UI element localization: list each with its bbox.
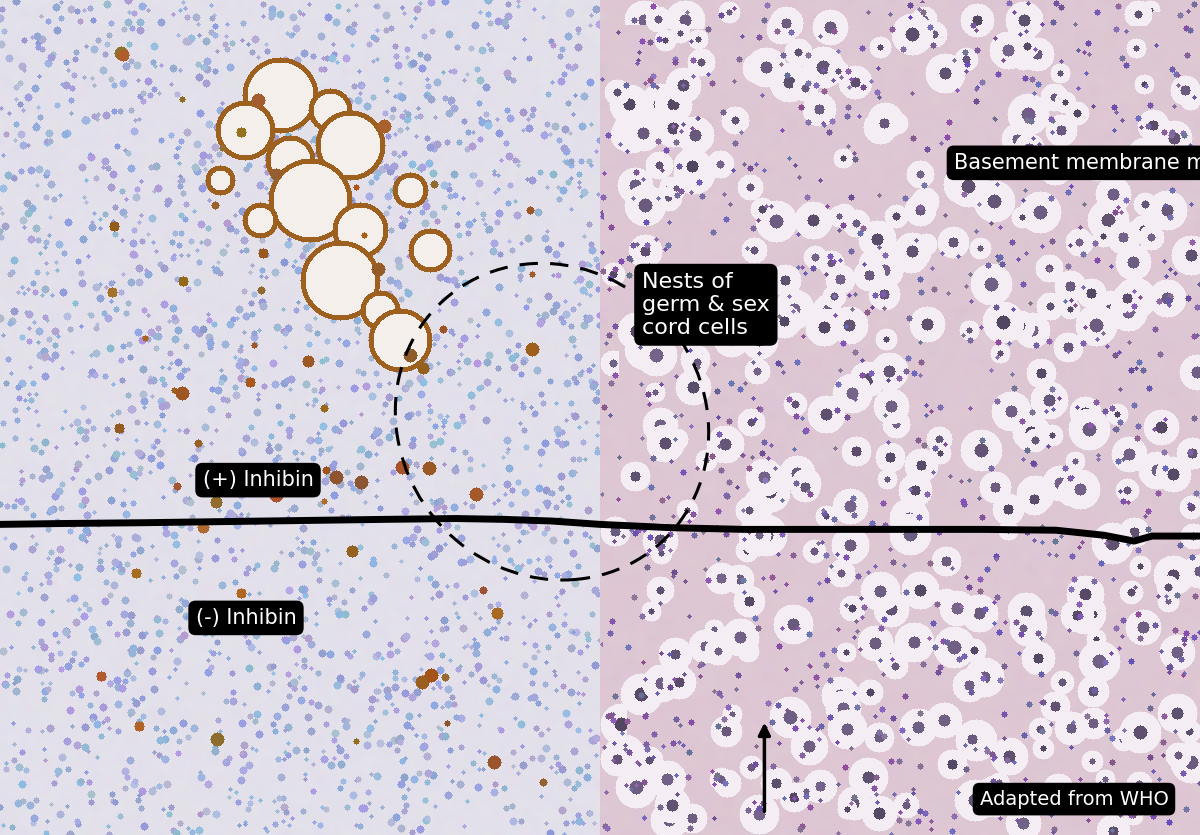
- Text: Nests of
germ & sex
cord cells: Nests of germ & sex cord cells: [642, 271, 769, 338]
- Bar: [600, 0, 1200, 835]
- Text: (+) Inhibin: (+) Inhibin: [203, 470, 313, 490]
- Text: Basement membrane material: Basement membrane material: [954, 153, 1200, 173]
- Bar: [0, 0, 600, 835]
- Text: Adapted from WHO: Adapted from WHO: [979, 790, 1169, 808]
- Text: (-) Inhibin: (-) Inhibin: [196, 608, 296, 628]
